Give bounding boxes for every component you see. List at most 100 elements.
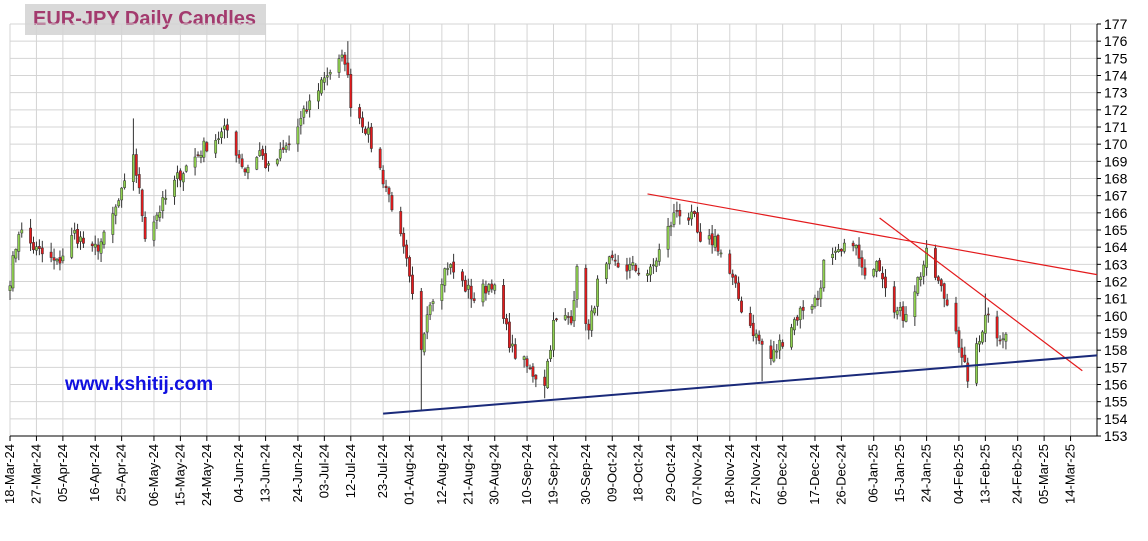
y-tick-label: 174	[1104, 68, 1128, 84]
candle-body	[737, 282, 740, 300]
candle-body	[945, 299, 949, 306]
candle-body	[275, 159, 279, 165]
x-tick-label: 16-Apr-24	[87, 444, 102, 502]
candle-body	[337, 58, 341, 73]
candle-body	[205, 142, 209, 152]
candle-body	[954, 302, 958, 332]
x-tick-label: 05-Mar-25	[1036, 444, 1051, 504]
candle-body	[493, 284, 497, 291]
candle-body	[892, 286, 896, 313]
x-tick-label: 10-Sep-24	[519, 444, 534, 505]
candle-body	[904, 314, 908, 322]
candle-body	[857, 244, 861, 259]
candle-body	[405, 244, 409, 259]
candle-body	[1001, 338, 1005, 341]
candle-body	[443, 268, 447, 286]
y-tick-label: 164	[1104, 239, 1128, 255]
candle-body	[223, 125, 226, 130]
candle-body	[543, 376, 547, 386]
candle-body	[978, 341, 981, 345]
candle-body	[502, 285, 505, 319]
x-tick-label: 26-Dec-24	[833, 444, 848, 505]
y-tick-label: 161	[1104, 291, 1128, 307]
candle-body	[957, 330, 961, 348]
candle-body	[590, 310, 594, 331]
candle-body	[696, 212, 699, 233]
candle-body	[772, 349, 776, 362]
candle-body	[137, 174, 141, 189]
candle-body	[193, 156, 197, 168]
candle-body	[654, 260, 658, 267]
y-tick-label: 176	[1104, 33, 1128, 49]
candle-body	[240, 158, 244, 167]
candle-body	[872, 269, 876, 277]
candle-body	[96, 244, 100, 252]
y-tick-label: 157	[1104, 359, 1128, 375]
x-tick-label: 06-Dec-24	[775, 444, 790, 505]
candle-body	[851, 242, 855, 247]
candle-body	[936, 276, 940, 281]
candle-body	[525, 358, 529, 367]
candle-body	[131, 154, 135, 182]
candle-body	[731, 273, 735, 278]
candle-body	[531, 366, 535, 377]
x-tick-label: 24-Jan-25	[919, 444, 934, 503]
candle-body	[446, 268, 450, 270]
candle-body	[52, 257, 56, 261]
candle-body	[790, 327, 793, 348]
candle-body	[178, 170, 182, 181]
y-tick-label: 171	[1104, 119, 1128, 135]
candle-body	[604, 263, 608, 280]
candle-body	[657, 249, 661, 262]
x-tick-label: 04-Feb-25	[951, 444, 966, 504]
candle-body	[646, 273, 649, 276]
candle-body	[58, 257, 62, 264]
candle-body	[452, 261, 456, 273]
candle-body	[837, 249, 840, 253]
candle-body	[634, 264, 638, 272]
candle-body	[299, 118, 303, 126]
x-tick-label: 01-Aug-24	[402, 444, 417, 505]
candle-body	[916, 277, 920, 294]
candle-body	[884, 276, 887, 289]
candle-body	[616, 262, 620, 268]
candle-body	[226, 124, 229, 131]
candle-body	[317, 90, 320, 102]
candle-body	[555, 318, 558, 321]
candle-body	[854, 245, 858, 249]
candle-body	[358, 107, 361, 119]
candle-body	[534, 374, 538, 380]
y-tick-label: 162	[1104, 274, 1128, 290]
candle-body	[8, 285, 12, 291]
candle-body	[143, 217, 147, 240]
candle-body	[781, 342, 785, 347]
candle-body	[528, 367, 532, 370]
candle-body	[261, 148, 265, 156]
candle-body	[651, 264, 655, 267]
candle-body	[798, 307, 802, 321]
x-tick-label: 05-Apr-24	[55, 444, 70, 502]
candle-body	[549, 349, 552, 359]
candle-body	[70, 235, 74, 258]
candle-body	[719, 252, 723, 255]
trendline	[647, 193, 1098, 276]
candle-body	[79, 236, 82, 242]
candle-body	[513, 344, 517, 359]
candle-body	[49, 251, 53, 258]
candle-body	[411, 274, 414, 294]
y-tick-label: 153	[1104, 428, 1128, 444]
candle-body	[431, 301, 435, 304]
candle-body	[140, 189, 144, 217]
candle-body	[61, 255, 65, 262]
candle-body	[966, 362, 970, 382]
candle-body	[572, 300, 576, 322]
candle-body	[508, 321, 511, 349]
candle-body	[593, 307, 597, 314]
candle-body	[939, 279, 943, 287]
candle-body	[287, 143, 291, 146]
y-tick-label: 173	[1104, 85, 1128, 101]
candle-body	[234, 131, 238, 156]
candle-body	[510, 343, 514, 347]
y-tick-label: 177	[1104, 16, 1128, 32]
candle-body	[102, 231, 106, 245]
